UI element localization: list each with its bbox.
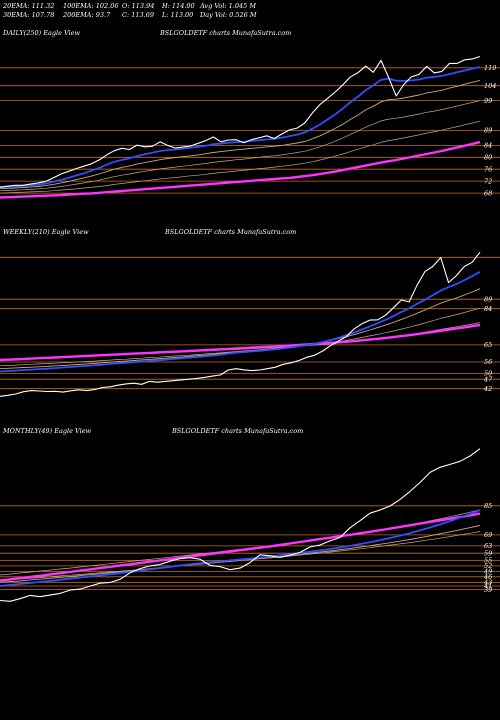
daily-level-label: 110 — [484, 64, 496, 72]
daily-ema100-line — [0, 120, 481, 194]
weekly-level-label: 56 — [484, 358, 492, 366]
monthly-title: MONTHLY(49) Eagle View — [3, 427, 92, 435]
daily-watermark: BSLGOLDETF charts MunafaSutra.com — [160, 29, 292, 37]
weekly-chart: 89 84 65 56 50 47 42 — [0, 240, 500, 410]
monthly-price-line — [0, 448, 481, 602]
weekly-level-label: 65 — [484, 341, 492, 349]
daily-title: DAILY(250) Eagle View — [3, 29, 81, 37]
daily-level-label: 89 — [484, 127, 492, 135]
daily-ema200-line — [0, 140, 481, 199]
daily-level-label: 99 — [484, 97, 492, 105]
stat-avg-vol: Avg Vol: 1.045 M — [200, 2, 257, 10]
stat-ema30: 30EMA: 107.78 — [3, 11, 55, 19]
stat-ema200: 200EMA: 93.7 — [63, 11, 111, 19]
stat-close: C: 113.69 — [122, 11, 154, 19]
daily-ema30-line — [0, 79, 481, 190]
monthly-level-label: 39 — [484, 586, 492, 594]
weekly-level-label: 50 — [484, 370, 492, 378]
monthly-level-label: 41 — [483, 582, 492, 590]
monthly-ema200-line — [0, 512, 481, 582]
monthly-level-label: 52 — [484, 562, 492, 570]
daily-price-line — [0, 55, 481, 188]
monthly-watermark: BSLGOLDETF charts MunafaSutra.com — [172, 427, 304, 435]
daily-level-label: 104 — [484, 82, 496, 90]
weekly-level-label: 42 — [483, 385, 492, 393]
monthly-chart: 85 69 63 59 55 52 49 46 43 41 39 — [0, 438, 500, 610]
weekly-level-label: 89 — [484, 295, 492, 303]
monthly-ema100-line — [0, 509, 481, 576]
daily-chart-svg: 110 104 99 89 84 80 76 72 68 — [0, 55, 500, 199]
weekly-watermark: BSLGOLDETF charts MunafaSutra.com — [165, 228, 297, 236]
monthly-ema50-line — [0, 531, 481, 581]
monthly-level-label: 55 — [484, 557, 492, 565]
daily-level-label: 84 — [484, 142, 492, 150]
weekly-ema200-line — [0, 323, 481, 362]
monthly-level-label: 49 — [483, 568, 492, 576]
monthly-level-label: 46 — [483, 573, 492, 581]
daily-level-label: 76 — [484, 165, 492, 173]
weekly-title: WEEKLY(210) Eagle View — [3, 228, 89, 236]
weekly-level-label: 84 — [484, 305, 492, 313]
stat-low: L: 113.00 — [162, 11, 194, 19]
daily-ema50-line — [0, 100, 481, 192]
stat-ema20: 20EMA: 111.32 — [3, 2, 55, 10]
daily-level-label: 72 — [484, 177, 492, 185]
weekly-level-label: 47 — [483, 375, 493, 383]
monthly-level-label: 69 — [484, 531, 492, 539]
weekly-ema20-line — [0, 271, 481, 373]
daily-level-label: 80 — [484, 154, 492, 162]
monthly-level-label: 85 — [484, 502, 492, 510]
stat-ema100: 100EMA: 102.06 — [63, 2, 119, 10]
daily-chart: 110 104 99 89 84 80 76 72 68 — [0, 40, 500, 210]
daily-ema20-line — [0, 66, 481, 188]
monthly-level-label: 59 — [484, 549, 492, 557]
monthly-level-label: 63 — [484, 542, 492, 550]
daily-level-label: 68 — [484, 189, 492, 197]
stat-open: O: 113.94 — [122, 2, 155, 10]
weekly-ema100-line — [0, 322, 481, 360]
stat-high: H: 114.00 — [162, 2, 195, 10]
monthly-level-label: 43 — [483, 579, 492, 587]
monthly-ema20-line — [0, 509, 481, 587]
weekly-price-line — [0, 251, 481, 397]
stat-day-vol: Day Vol: 0.526 M — [200, 11, 257, 19]
